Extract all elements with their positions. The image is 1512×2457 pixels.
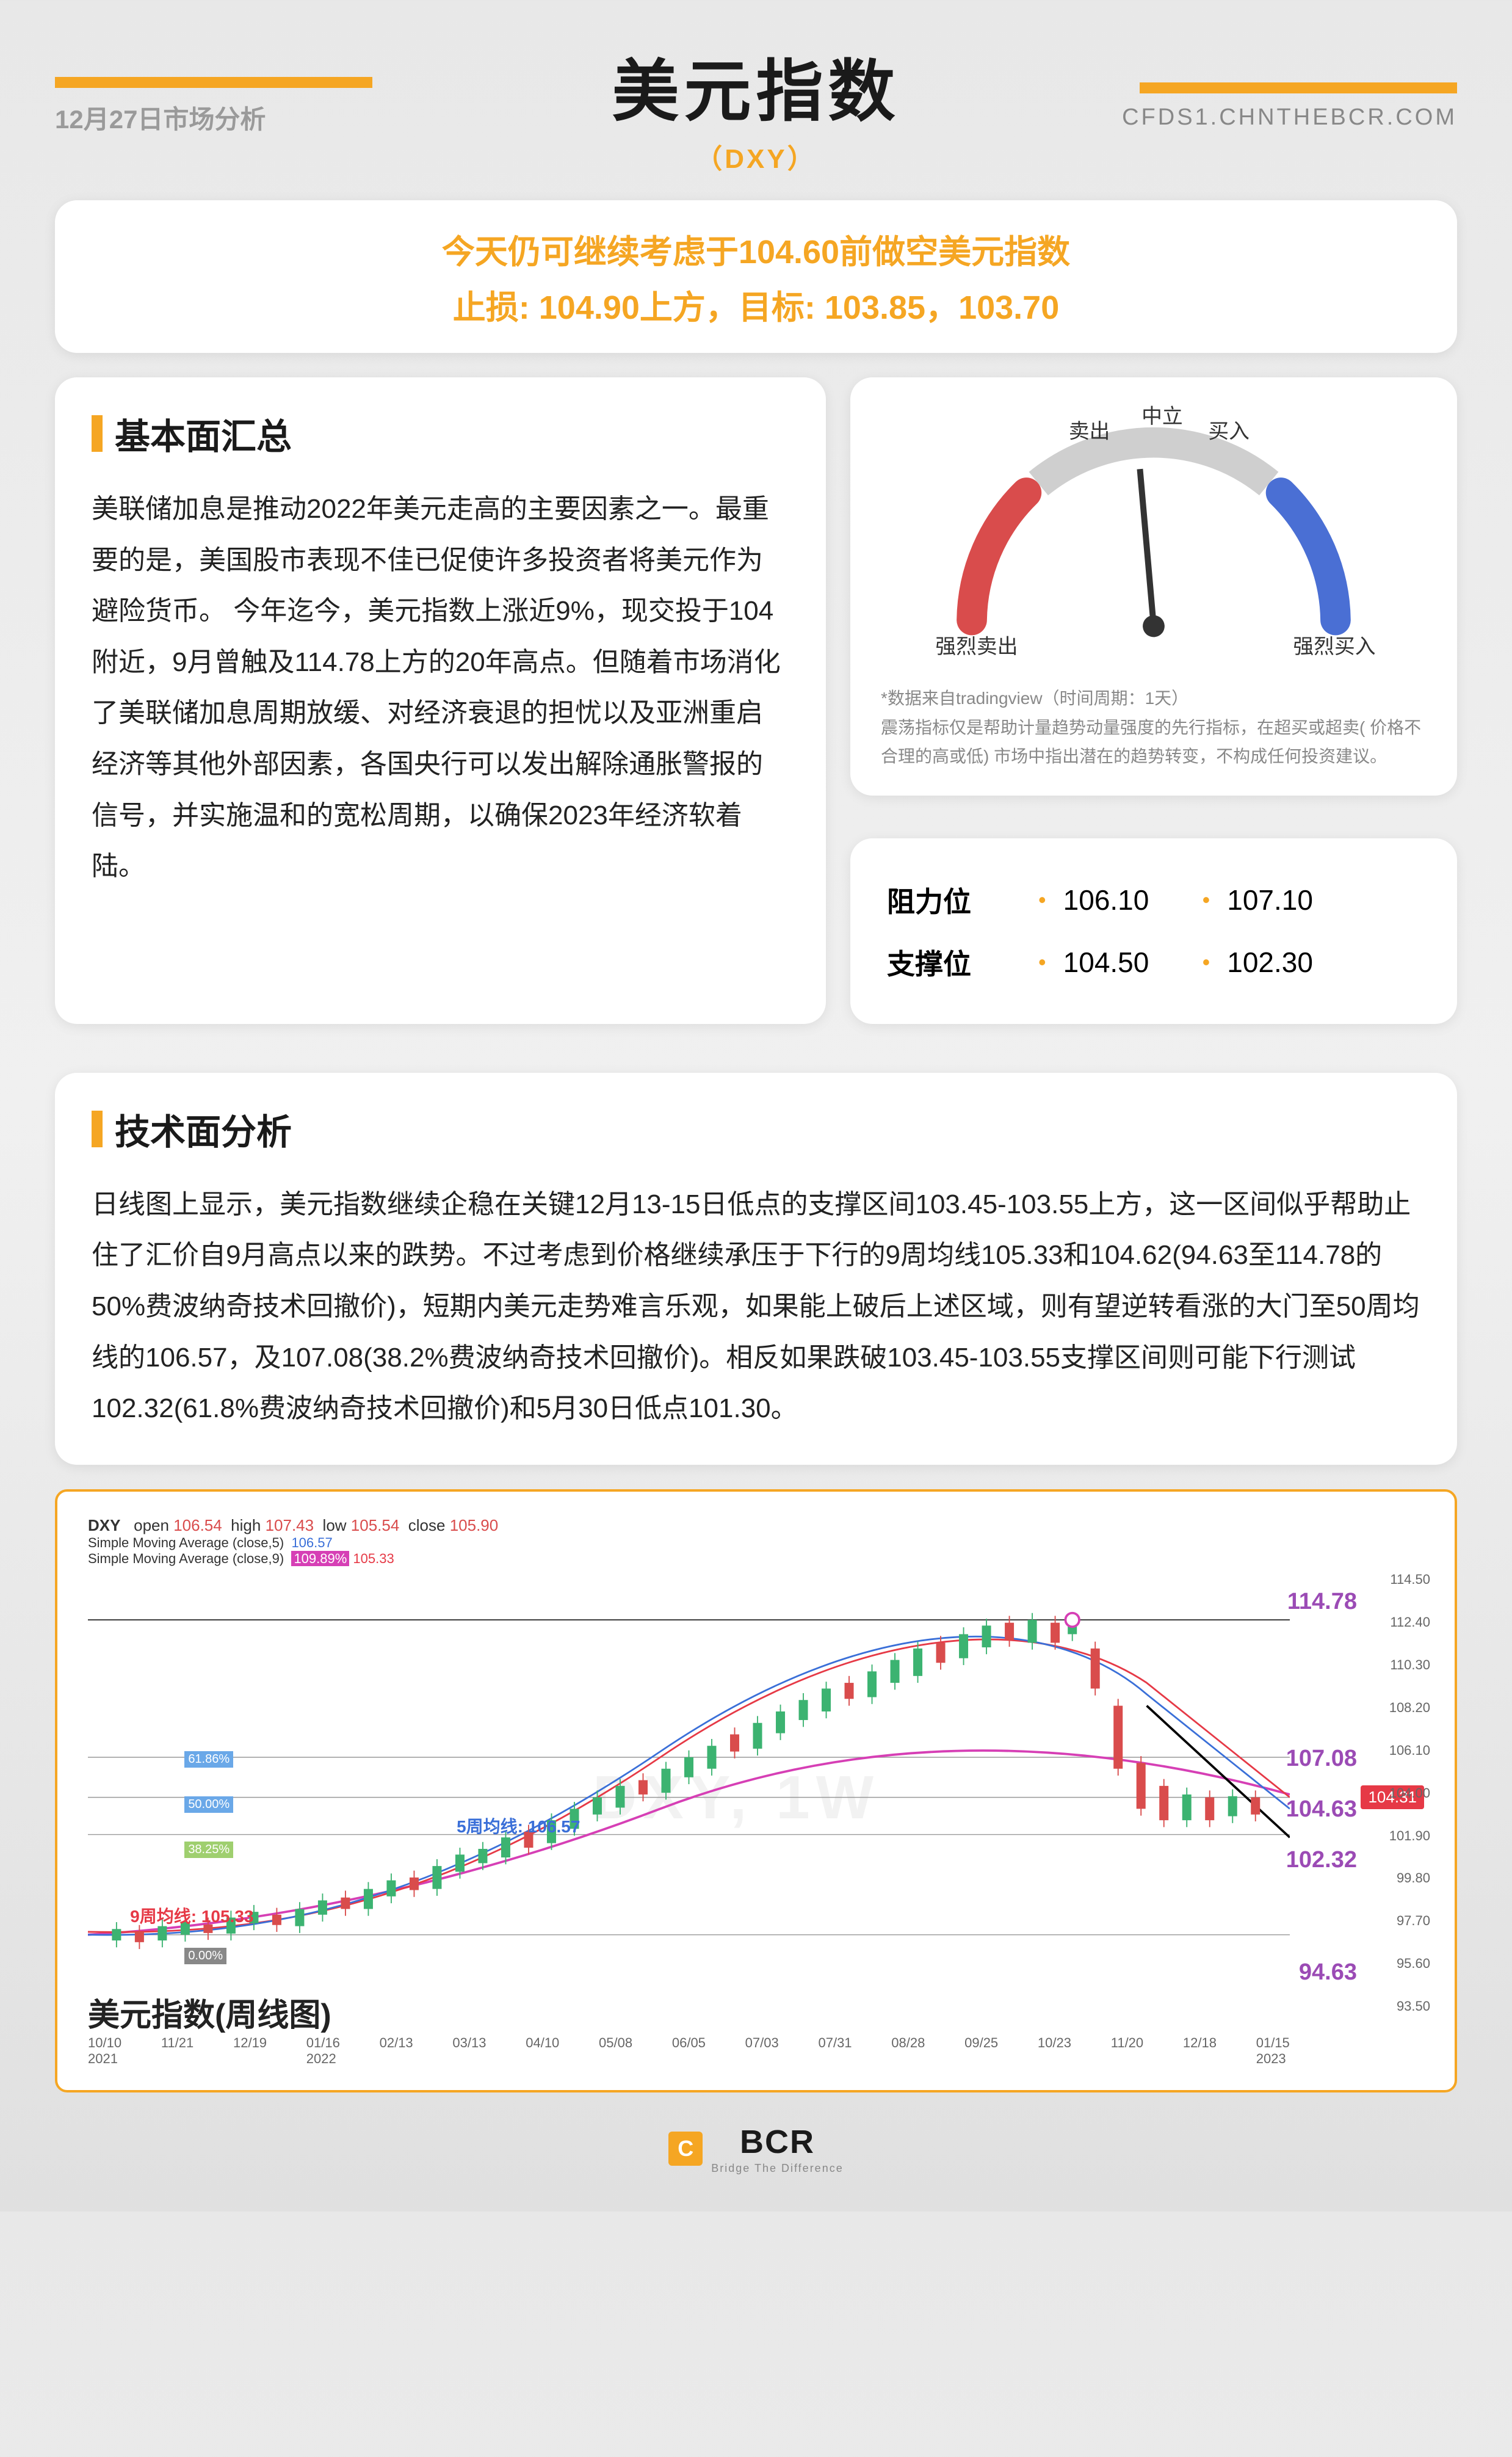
gauge-label-strong-buy: 强烈买入	[1293, 635, 1375, 658]
y-tick: 104.00	[1389, 1785, 1430, 1801]
gauge-note: *数据来自tradingview（时间周期：1天） 震荡指标仅是帮助计量趋势动量…	[881, 684, 1427, 771]
fundamentals-title: 基本面汇总	[115, 408, 292, 459]
technical-card: 技术面分析 日线图上显示，美元指数继续企稳在关键12月13-15日低点的支撑区间…	[55, 1073, 1457, 1465]
fundamentals-header: 基本面汇总	[92, 408, 789, 459]
header-date: 12月27日市场分析	[55, 99, 612, 136]
right-column: 卖出 中立 买入 强烈卖出 强烈买入 *数据来自tradingview（时间周期…	[850, 377, 1457, 1048]
x-tick: 02/13	[380, 2035, 413, 2067]
chart-title: 美元指数(周线图)	[88, 1989, 331, 2035]
advice-card: 今天仍可继续考虑于104.60前做空美元指数 止损: 104.90上方，目标: …	[55, 200, 1457, 353]
ma9-label: 9周均线: 105.33	[130, 1903, 253, 1928]
x-tick: 06/05	[672, 2035, 706, 2067]
x-tick: 12/19	[233, 2035, 267, 2067]
x-tick: 09/25	[964, 2035, 998, 2067]
bullet-icon: •	[1203, 949, 1210, 975]
fundamentals-body: 美联储加息是推动2022年美元走高的主要因素之一。最重要的是，美国股市表现不佳已…	[92, 484, 789, 892]
gauge-svg: 卖出 中立 买入 强烈卖出 强烈买入	[881, 402, 1427, 669]
header: 12月27日市场分析 美元指数 （DXY） CFDS1.CHNTHEBCR.CO…	[55, 37, 1457, 176]
y-tick: 93.50	[1397, 1998, 1430, 2014]
footer-tagline: Bridge The Difference	[711, 2162, 843, 2175]
technical-title: 技术面分析	[115, 1103, 292, 1155]
y-tick: 95.60	[1397, 1956, 1430, 1972]
y-tick: 106.10	[1389, 1743, 1430, 1758]
advice-line-2: 止损: 104.90上方，目标: 103.85，103.70	[92, 280, 1420, 328]
y-tick: 101.90	[1389, 1828, 1430, 1844]
y-tick: 97.70	[1397, 1913, 1430, 1929]
footer-logo: C BCR Bridge The Difference	[668, 2123, 843, 2175]
technical-body: 日线图上显示，美元指数继续企稳在关键12月13-15日低点的支撑区间103.45…	[92, 1179, 1420, 1434]
x-tick: 01/15 2023	[1256, 2035, 1290, 2067]
levels-card: 阻力位 • 106.10 • 107.10 支撑位 • 104.50 • 102…	[850, 838, 1457, 1024]
gauge-label-strong-sell: 强烈卖出	[935, 635, 1018, 658]
footer: C BCR Bridge The Difference	[55, 2092, 1457, 2187]
x-tick: 12/18	[1183, 2035, 1217, 2067]
page-subtitle: （DXY）	[612, 137, 900, 176]
support-row: 支撑位 • 104.50 • 102.30	[887, 931, 1420, 993]
price-label: 104.63	[1286, 1796, 1357, 1823]
y-tick: 108.20	[1389, 1700, 1430, 1716]
gauge-label-neutral: 中立	[1141, 405, 1183, 428]
gauge-card: 卖出 中立 买入 强烈卖出 强烈买入 *数据来自tradingview（时间周期…	[850, 377, 1457, 796]
x-tick: 10/23	[1038, 2035, 1071, 2067]
ma5-label: 5周均线: 106.57	[457, 1813, 580, 1838]
page-container: 12月27日市场分析 美元指数 （DXY） CFDS1.CHNTHEBCR.CO…	[0, 0, 1512, 2212]
chart-inner: DXY open 106.54 high 107.43 low 105.54 c…	[76, 1510, 1436, 2072]
support-val-1: 104.50	[1063, 946, 1185, 979]
bullet-icon: •	[1203, 887, 1210, 913]
x-tick: 11/20	[1111, 2035, 1143, 2067]
gauge-label-buy: 买入	[1208, 420, 1250, 443]
x-tick: 08/28	[891, 2035, 925, 2067]
section-bar-icon	[92, 1111, 103, 1147]
advice-line-1: 今天仍可继续考虑于104.60前做空美元指数	[92, 225, 1420, 273]
gauge-label-sell: 卖出	[1069, 420, 1110, 443]
fib-label: 50.00%	[184, 1796, 233, 1813]
support-label: 支撑位	[887, 942, 1021, 982]
x-tick: 04/10	[526, 2035, 559, 2067]
y-tick: 99.80	[1397, 1870, 1430, 1886]
header-left: 12月27日市场分析	[55, 77, 612, 136]
fundamentals-card: 基本面汇总 美联储加息是推动2022年美元走高的主要因素之一。最重要的是，美国股…	[55, 377, 826, 1024]
resistance-val-1: 106.10	[1063, 884, 1185, 916]
price-label: 114.78	[1287, 1589, 1357, 1615]
header-right: CFDS1.CHNTHEBCR.COM	[900, 82, 1458, 131]
chart-svg	[88, 1559, 1290, 2047]
technical-header: 技术面分析	[92, 1103, 1420, 1155]
y-tick: 112.40	[1390, 1614, 1430, 1630]
bullet-icon: •	[1038, 887, 1046, 913]
y-tick: 110.30	[1390, 1657, 1430, 1673]
x-tick: 07/03	[745, 2035, 779, 2067]
chart-card: DXY open 106.54 high 107.43 low 105.54 c…	[55, 1489, 1457, 2092]
section-bar-icon	[92, 415, 103, 452]
row-top: 基本面汇总 美联储加息是推动2022年美元走高的主要因素之一。最重要的是，美国股…	[55, 377, 1457, 1048]
x-tick: 01/16 2022	[306, 2035, 340, 2067]
x-tick: 07/31	[818, 2035, 852, 2067]
support-val-2: 102.30	[1227, 946, 1349, 979]
x-tick: 03/13	[452, 2035, 486, 2067]
price-label: 102.32	[1286, 1847, 1357, 1873]
fib-label: 0.00%	[184, 1948, 226, 1964]
x-tick: 05/08	[599, 2035, 632, 2067]
y-tick: 114.50	[1390, 1572, 1430, 1588]
accent-bar-right	[1140, 82, 1457, 93]
resistance-row: 阻力位 • 106.10 • 107.10	[887, 869, 1420, 931]
footer-logo-text: BCR	[711, 2123, 843, 2161]
accent-bar-left	[55, 77, 372, 88]
logo-icon: C	[668, 2132, 703, 2166]
x-tick: 10/10 2021	[88, 2035, 121, 2067]
page-title: 美元指数	[612, 37, 900, 134]
resistance-label: 阻力位	[887, 880, 1021, 920]
x-tick: 11/21	[161, 2035, 194, 2067]
resistance-val-2: 107.10	[1227, 884, 1349, 916]
header-url: CFDS1.CHNTHEBCR.COM	[900, 104, 1458, 131]
price-label: 94.63	[1299, 1959, 1357, 1986]
header-center: 美元指数 （DXY）	[612, 37, 900, 176]
bullet-icon: •	[1038, 949, 1046, 975]
price-label: 107.08	[1286, 1746, 1357, 1772]
fib-label: 38.25%	[184, 1842, 233, 1858]
fib-label: 61.86%	[184, 1751, 233, 1768]
